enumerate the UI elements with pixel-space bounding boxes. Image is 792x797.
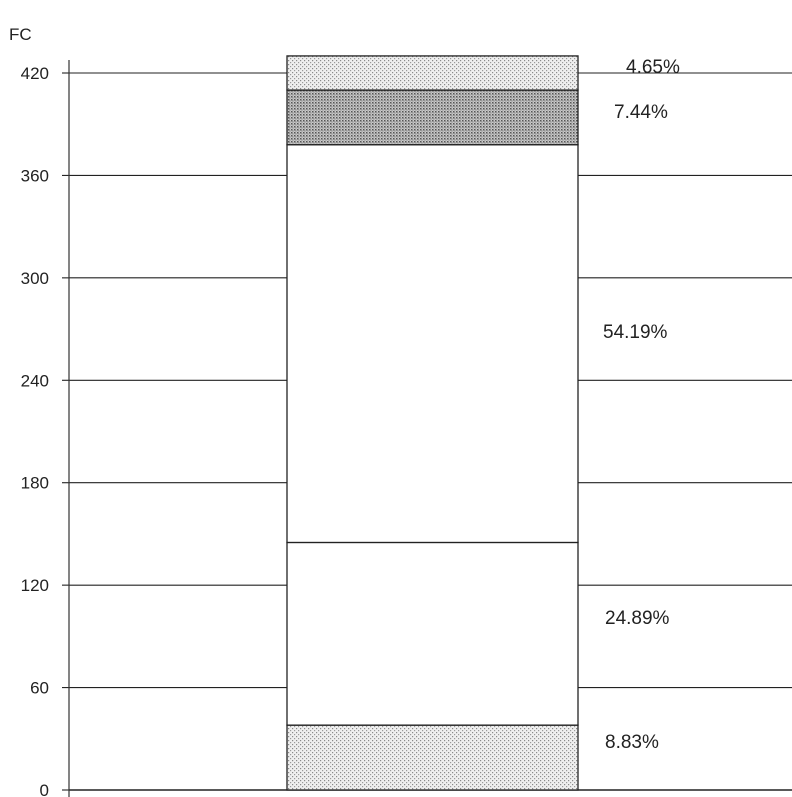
percent-labels: 8.83% 24.89% 54.19% 7.44% 4.65% [603,57,680,753]
y-tick-label: 420 [21,64,49,83]
y-tick-label: 180 [21,474,49,493]
percent-label: 7.44% [614,102,668,123]
y-tick-label: 120 [21,576,49,595]
bar-segment [286,89,579,146]
bar-segments [286,55,579,791]
y-tick-label: 300 [21,269,49,288]
y-axis-label: FC [9,25,32,44]
percent-label: 8.83% [605,732,659,753]
bar-segment [286,541,579,726]
bar-segment [286,144,579,544]
percent-label: 54.19% [603,322,668,343]
y-tick-label: 60 [30,679,49,698]
bar-segment [286,55,579,91]
y-tick-label: 0 [40,781,49,797]
bar-segment [286,724,579,791]
y-tick-label: 240 [21,371,49,390]
percent-label: 4.65% [626,57,680,78]
y-tick-label: 360 [21,166,49,185]
y-tick-labels: 0 60 120 180 240 300 360 420 [21,64,49,797]
percent-label: 24.89% [605,608,670,629]
